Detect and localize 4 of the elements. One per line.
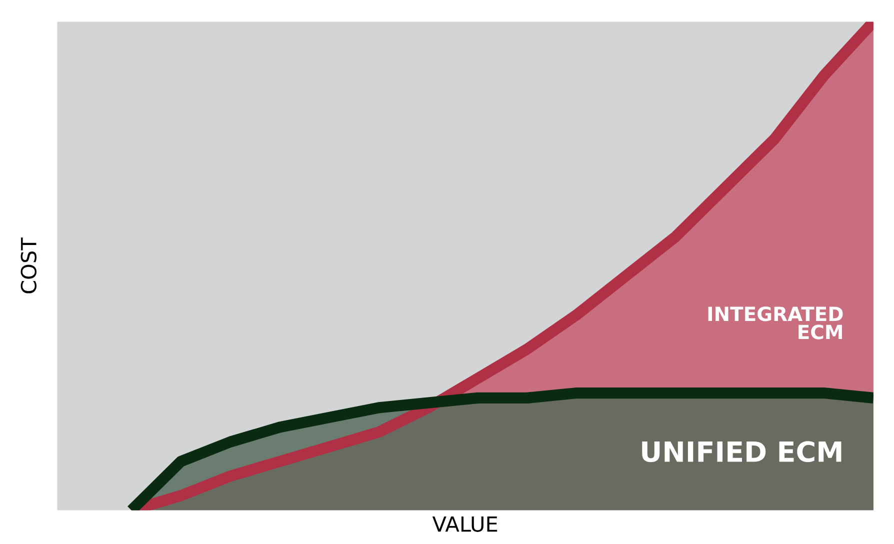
y-axis-title: COST bbox=[20, 238, 37, 294]
series-label: UNIFIED ECM bbox=[642, 441, 842, 462]
series-label: INTEGRATED ECM bbox=[708, 306, 843, 340]
x-axis-title: VALUE bbox=[432, 516, 498, 532]
